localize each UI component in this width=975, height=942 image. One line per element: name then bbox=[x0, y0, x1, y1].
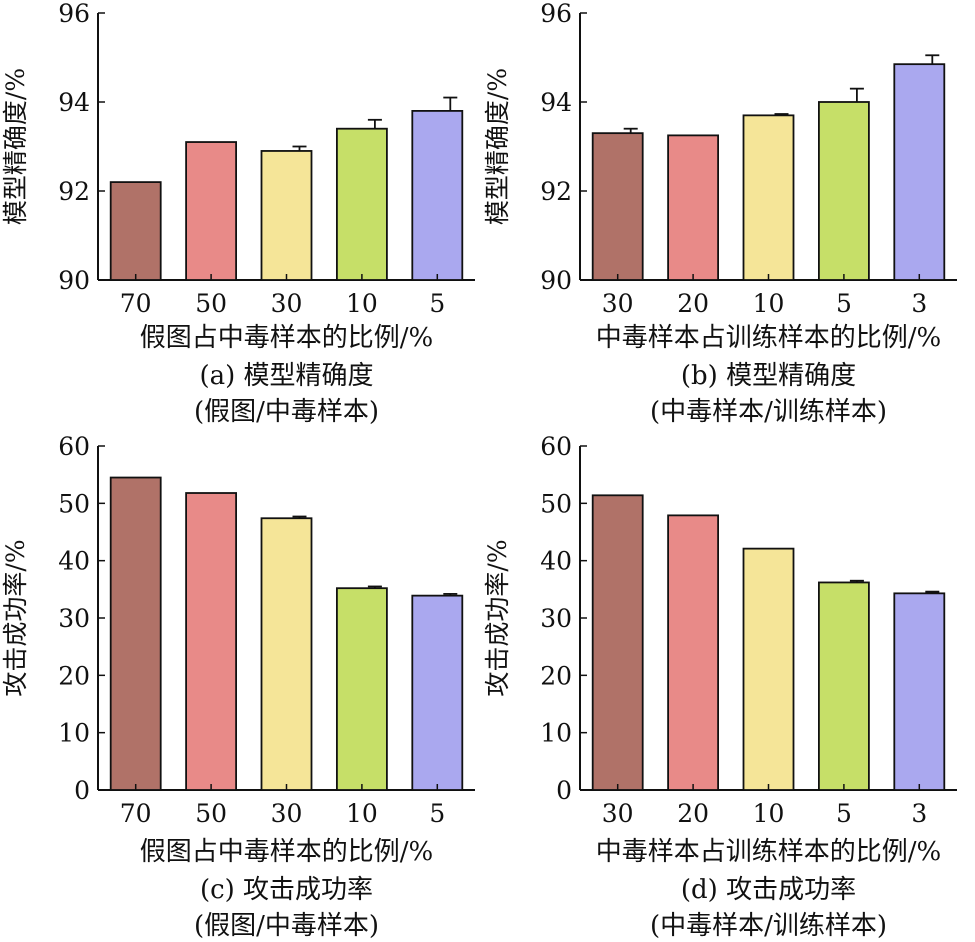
caption-d-line1: (d) 攻击成功率 bbox=[681, 875, 856, 905]
y-tick-label-b-2: 94 bbox=[540, 88, 572, 117]
bar-b-0 bbox=[591, 132, 644, 281]
y-tick-label-b-0: 90 bbox=[540, 266, 572, 295]
y-tick-label-c-0: 0 bbox=[74, 776, 90, 805]
x-tick-label-d-3: 5 bbox=[836, 799, 852, 828]
x-tick-label-d-4: 3 bbox=[911, 799, 927, 828]
x-tick-label-a-4: 5 bbox=[429, 289, 445, 318]
x-tick-label-a-2: 30 bbox=[271, 289, 303, 318]
y-axis-label-d: 攻击成功率/% bbox=[483, 539, 512, 696]
bar-a-1 bbox=[185, 141, 238, 281]
x-tick-label-b-2: 10 bbox=[753, 289, 785, 318]
bar-b-1 bbox=[667, 134, 719, 281]
y-tick-label-d-4: 40 bbox=[540, 547, 572, 576]
y-axis-label-c: 攻击成功率/% bbox=[1, 539, 30, 696]
y-tick-label-b-1: 92 bbox=[540, 177, 572, 206]
y-tick-label-a-2: 94 bbox=[58, 88, 90, 117]
y-tick-label-d-6: 60 bbox=[540, 432, 572, 461]
bar-a-3 bbox=[335, 127, 388, 281]
bar-c-4 bbox=[411, 594, 464, 791]
caption-a-line1: (a) 模型精确度 bbox=[199, 361, 373, 391]
bar-c-0 bbox=[109, 476, 162, 791]
caption-c-line1: (c) 攻击成功率 bbox=[200, 875, 373, 905]
x-tick-label-b-1: 20 bbox=[677, 289, 709, 318]
x-tick-label-c-2: 30 bbox=[271, 799, 303, 828]
y-tick-label-c-3: 30 bbox=[58, 604, 90, 633]
y-tick-label-d-5: 50 bbox=[540, 489, 572, 518]
bar-c-1 bbox=[185, 492, 238, 791]
y-tick-label-a-0: 90 bbox=[58, 266, 90, 295]
y-tick-label-d-3: 30 bbox=[540, 604, 572, 633]
caption-d-line2: (中毒样本/训练样本) bbox=[650, 911, 887, 941]
bar-c-2 bbox=[260, 517, 313, 791]
bar-d-0 bbox=[591, 494, 644, 791]
y-tick-label-b-3: 96 bbox=[540, 0, 572, 28]
y-tick-label-c-4: 40 bbox=[58, 547, 90, 576]
x-tick-label-b-0: 30 bbox=[602, 289, 634, 318]
y-tick-label-c-1: 10 bbox=[58, 719, 90, 748]
x-tick-label-d-1: 20 bbox=[677, 799, 709, 828]
bar-b-2 bbox=[742, 114, 795, 281]
y-axis-label-b: 模型精确度/% bbox=[483, 68, 512, 225]
bar-b-3 bbox=[818, 101, 870, 281]
x-tick-label-d-0: 30 bbox=[602, 799, 634, 828]
y-tick-label-c-5: 50 bbox=[58, 489, 90, 518]
bar-d-1 bbox=[667, 514, 719, 791]
bar-c-3 bbox=[335, 587, 388, 791]
y-tick-label-a-1: 92 bbox=[58, 177, 90, 206]
x-tick-label-d-2: 10 bbox=[753, 799, 785, 828]
bar-a-2 bbox=[260, 150, 313, 281]
x-axis-label-a: 假图占中毒样本的比例/% bbox=[140, 323, 433, 353]
y-tick-label-a-3: 96 bbox=[58, 0, 90, 28]
y-tick-label-d-2: 20 bbox=[540, 661, 572, 690]
bar-a-0 bbox=[109, 181, 162, 281]
caption-a-line2: (假图/中毒样本) bbox=[194, 397, 379, 427]
x-tick-label-c-0: 70 bbox=[120, 799, 152, 828]
bar-d-3 bbox=[818, 581, 870, 791]
bar-a-4 bbox=[411, 110, 464, 281]
x-axis-label-b: 中毒样本占训练样本的比例/% bbox=[596, 323, 941, 353]
caption-c-line2: (假图/中毒样本) bbox=[194, 911, 379, 941]
caption-b-line1: (b) 模型精确度 bbox=[681, 361, 856, 391]
y-tick-label-c-6: 60 bbox=[58, 432, 90, 461]
x-tick-label-c-3: 10 bbox=[346, 799, 378, 828]
bar-d-2 bbox=[742, 547, 795, 791]
x-axis-label-d: 中毒样本占训练样本的比例/% bbox=[596, 837, 941, 867]
x-tick-label-a-0: 70 bbox=[120, 289, 152, 318]
y-tick-label-c-2: 20 bbox=[58, 661, 90, 690]
y-axis-label-a: 模型精确度/% bbox=[1, 68, 30, 225]
caption-b-line2: (中毒样本/训练样本) bbox=[650, 397, 887, 427]
x-tick-label-c-1: 50 bbox=[195, 799, 227, 828]
x-axis-label-c: 假图占中毒样本的比例/% bbox=[140, 837, 433, 867]
bar-b-4 bbox=[893, 63, 946, 281]
x-tick-label-b-3: 5 bbox=[836, 289, 852, 318]
x-tick-label-a-1: 50 bbox=[195, 289, 227, 318]
x-tick-label-a-3: 10 bbox=[346, 289, 378, 318]
y-tick-label-d-1: 10 bbox=[540, 719, 572, 748]
x-tick-label-b-4: 3 bbox=[911, 289, 927, 318]
bar-d-4 bbox=[893, 592, 946, 791]
x-tick-label-c-4: 5 bbox=[429, 799, 445, 828]
y-tick-label-d-0: 0 bbox=[556, 776, 572, 805]
